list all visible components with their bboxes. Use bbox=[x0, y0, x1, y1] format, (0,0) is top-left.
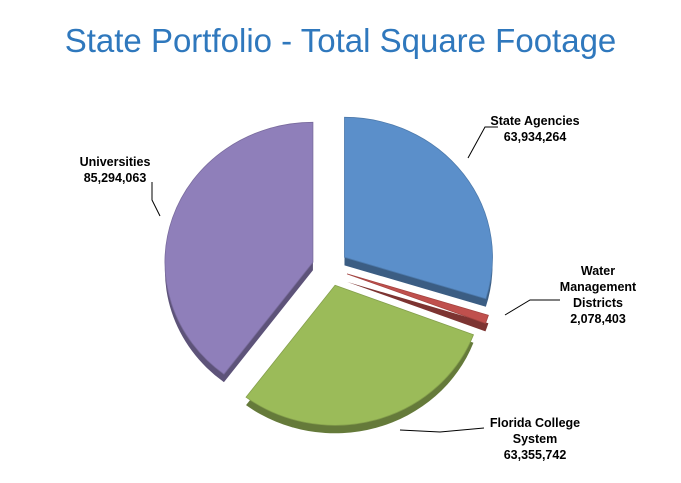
leader-line bbox=[467, 126, 498, 159]
label-group: Universities 85,294,063 bbox=[50, 154, 180, 186]
category-label: Florida College System bbox=[489, 416, 581, 446]
category-label: Water Management Districts bbox=[559, 264, 637, 310]
slice-side bbox=[347, 281, 489, 332]
pie bbox=[164, 116, 493, 434]
category-label: State Agencies bbox=[490, 114, 580, 128]
value-label: 63,934,264 bbox=[503, 130, 567, 144]
label-group: Florida College System 63,355,742 bbox=[470, 415, 600, 463]
slice bbox=[346, 273, 489, 324]
category-label: Universities bbox=[79, 155, 151, 169]
leader-lines bbox=[151, 126, 560, 433]
value-label: 63,355,742 bbox=[503, 448, 567, 462]
slice bbox=[164, 121, 314, 375]
leader-line bbox=[399, 427, 485, 433]
label-group: State Agencies 63,934,264 bbox=[470, 113, 600, 145]
leader-line bbox=[504, 299, 560, 316]
slice bbox=[245, 284, 474, 426]
leader-line bbox=[151, 182, 161, 217]
label-group: Water Management Districts 2,078,403 bbox=[548, 263, 648, 327]
value-label: 2,078,403 bbox=[570, 312, 626, 326]
slice bbox=[344, 116, 493, 300]
chart-title: State Portfolio - Total Square Footage bbox=[64, 22, 617, 59]
value-label: 85,294,063 bbox=[83, 171, 147, 185]
